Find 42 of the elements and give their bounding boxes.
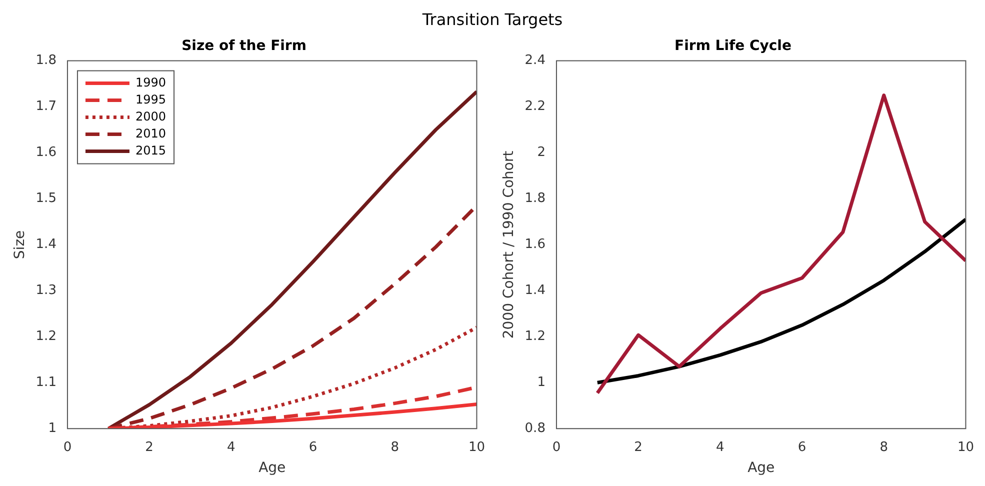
- x-tick-label: 6: [798, 440, 806, 455]
- y-tick-label: 1.6: [524, 237, 546, 252]
- x-tick-label: 0: [63, 440, 72, 455]
- y-tick-label: 1.3: [36, 283, 56, 298]
- x-tick-label: 8: [880, 440, 888, 455]
- legend-label: 2015: [135, 143, 166, 158]
- chart-title: Size of the Firm: [182, 38, 306, 54]
- x-tick-label: 10: [468, 440, 485, 455]
- x-axis-title: Age: [748, 460, 775, 476]
- x-tick-label: 0: [552, 440, 561, 455]
- x-tick-label: 2: [634, 440, 642, 455]
- y-tick-label: 2.2: [524, 99, 546, 114]
- x-tick-label: 10: [957, 440, 974, 455]
- text: Transition Targets: [421, 9, 564, 31]
- y-tick-label: 1.4: [524, 283, 546, 298]
- legend-label: 1990: [135, 75, 166, 90]
- y-tick-label: 1.2: [524, 329, 546, 344]
- y-tick-label: 1.6: [36, 145, 56, 160]
- y-tick-label: 2.4: [524, 53, 546, 68]
- y-tick-label: 1.4: [36, 237, 56, 252]
- x-tick-label: 6: [308, 440, 318, 455]
- y-tick-label: 1: [48, 420, 56, 436]
- x-tick-label: 8: [390, 440, 400, 455]
- y-tick-label: 1: [537, 375, 546, 390]
- y-axis-title: 2000 Cohort / 1990 Cohort: [501, 150, 518, 339]
- y-tick-label: 1.5: [36, 191, 56, 206]
- y-tick-label: 1.8: [36, 53, 56, 68]
- y-tick-label: 0.8: [524, 420, 546, 436]
- legend-label: 1995: [135, 92, 166, 106]
- y-tick-label: 2: [537, 145, 546, 160]
- chart-title: Firm Life Cycle: [674, 38, 792, 54]
- legend-label: 2010: [135, 126, 166, 140]
- y-tick-label: 1.2: [36, 329, 56, 344]
- x-axis-title: Age: [258, 460, 286, 476]
- y-tick-label: 1.1: [36, 375, 56, 390]
- y-tick-label: 1.8: [524, 191, 546, 206]
- legend-label: 2000: [135, 109, 166, 124]
- x-tick-label: 4: [227, 440, 236, 455]
- y-axis-title: Size: [12, 230, 28, 260]
- y-tick-label: 1.7: [36, 99, 56, 114]
- x-tick-label: 2: [145, 440, 154, 455]
- x-tick-label: 4: [716, 440, 724, 455]
